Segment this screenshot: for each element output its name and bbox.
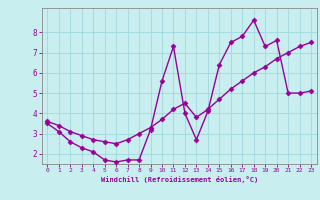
X-axis label: Windchill (Refroidissement éolien,°C): Windchill (Refroidissement éolien,°C): [100, 176, 258, 183]
